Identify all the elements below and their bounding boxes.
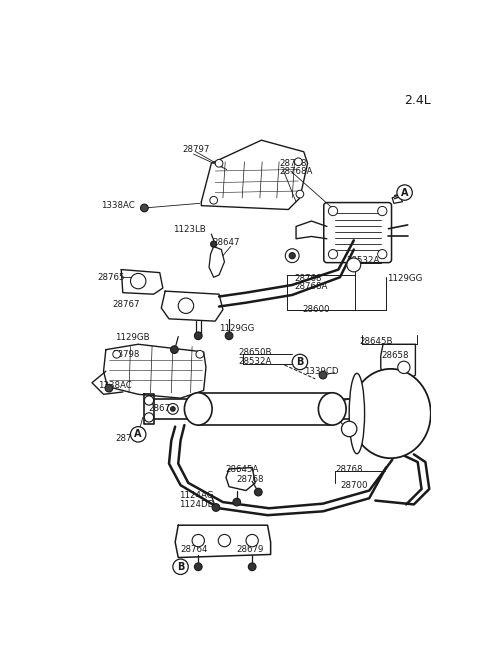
Text: 28679: 28679	[148, 403, 176, 413]
Circle shape	[173, 559, 188, 574]
Circle shape	[212, 504, 220, 512]
Text: 1123LB: 1123LB	[173, 225, 205, 234]
Circle shape	[378, 250, 387, 259]
Circle shape	[225, 332, 233, 340]
Circle shape	[192, 534, 204, 547]
Ellipse shape	[318, 393, 346, 425]
Text: 28764: 28764	[180, 546, 207, 554]
Text: 28658: 28658	[382, 351, 409, 360]
Text: 28532A: 28532A	[346, 256, 380, 265]
Circle shape	[194, 332, 202, 340]
Text: 1129GG: 1129GG	[387, 274, 422, 284]
Circle shape	[285, 249, 299, 263]
Text: 28768A: 28768A	[295, 282, 328, 291]
Circle shape	[194, 563, 202, 571]
Text: B: B	[296, 357, 303, 367]
Circle shape	[246, 534, 258, 547]
Text: 28798: 28798	[112, 350, 139, 359]
Circle shape	[178, 298, 193, 314]
Text: 28764: 28764	[115, 434, 143, 443]
Circle shape	[233, 498, 240, 506]
Circle shape	[131, 273, 146, 289]
Text: 1338AC: 1338AC	[98, 381, 132, 390]
Circle shape	[218, 534, 230, 547]
Circle shape	[328, 206, 337, 215]
Text: 2.4L: 2.4L	[404, 94, 431, 107]
Text: 28647: 28647	[212, 238, 240, 247]
Circle shape	[378, 206, 387, 215]
Circle shape	[397, 185, 412, 200]
Circle shape	[289, 253, 295, 259]
Text: 28768: 28768	[237, 476, 264, 484]
Text: 28768: 28768	[336, 465, 363, 474]
Circle shape	[105, 384, 113, 392]
Text: 28700: 28700	[340, 481, 368, 490]
Text: 1124DD: 1124DD	[179, 500, 214, 509]
Circle shape	[296, 190, 304, 198]
Text: 1129GB: 1129GB	[115, 333, 150, 342]
Circle shape	[341, 421, 357, 437]
Text: 28650B: 28650B	[238, 348, 272, 357]
Circle shape	[210, 196, 217, 204]
Text: 28645B: 28645B	[359, 337, 393, 346]
Circle shape	[144, 396, 154, 405]
Ellipse shape	[184, 393, 212, 425]
Circle shape	[398, 361, 410, 373]
Circle shape	[113, 350, 120, 358]
Text: 28768A: 28768A	[279, 166, 312, 176]
Text: 28645A: 28645A	[225, 465, 259, 474]
Text: A: A	[401, 187, 408, 198]
Circle shape	[196, 350, 204, 358]
Circle shape	[292, 354, 308, 369]
Circle shape	[144, 413, 154, 422]
Circle shape	[170, 346, 178, 354]
Circle shape	[254, 488, 262, 496]
Circle shape	[141, 204, 148, 212]
Circle shape	[131, 426, 146, 442]
Text: 1338AC: 1338AC	[101, 201, 135, 210]
Circle shape	[170, 407, 175, 411]
Text: 28797: 28797	[182, 145, 209, 154]
Text: 28679: 28679	[236, 546, 264, 554]
Circle shape	[215, 159, 223, 167]
Text: 28765: 28765	[97, 272, 125, 282]
Text: 1339CD: 1339CD	[304, 367, 338, 376]
Circle shape	[295, 158, 302, 166]
Text: 1129GG: 1129GG	[219, 324, 254, 333]
Circle shape	[248, 563, 256, 571]
Circle shape	[168, 403, 178, 415]
Circle shape	[347, 258, 361, 272]
Text: A: A	[134, 429, 142, 440]
Text: 28768: 28768	[295, 274, 322, 284]
Text: 28600: 28600	[302, 305, 330, 314]
Text: B: B	[177, 562, 184, 572]
Ellipse shape	[349, 373, 365, 454]
Text: 28532A: 28532A	[238, 358, 272, 366]
Text: 28767: 28767	[112, 300, 140, 309]
Text: 1124AG: 1124AG	[179, 491, 214, 500]
Ellipse shape	[351, 369, 431, 458]
Circle shape	[328, 250, 337, 259]
Text: 28768: 28768	[279, 159, 307, 168]
Circle shape	[211, 241, 217, 247]
Circle shape	[319, 371, 327, 379]
